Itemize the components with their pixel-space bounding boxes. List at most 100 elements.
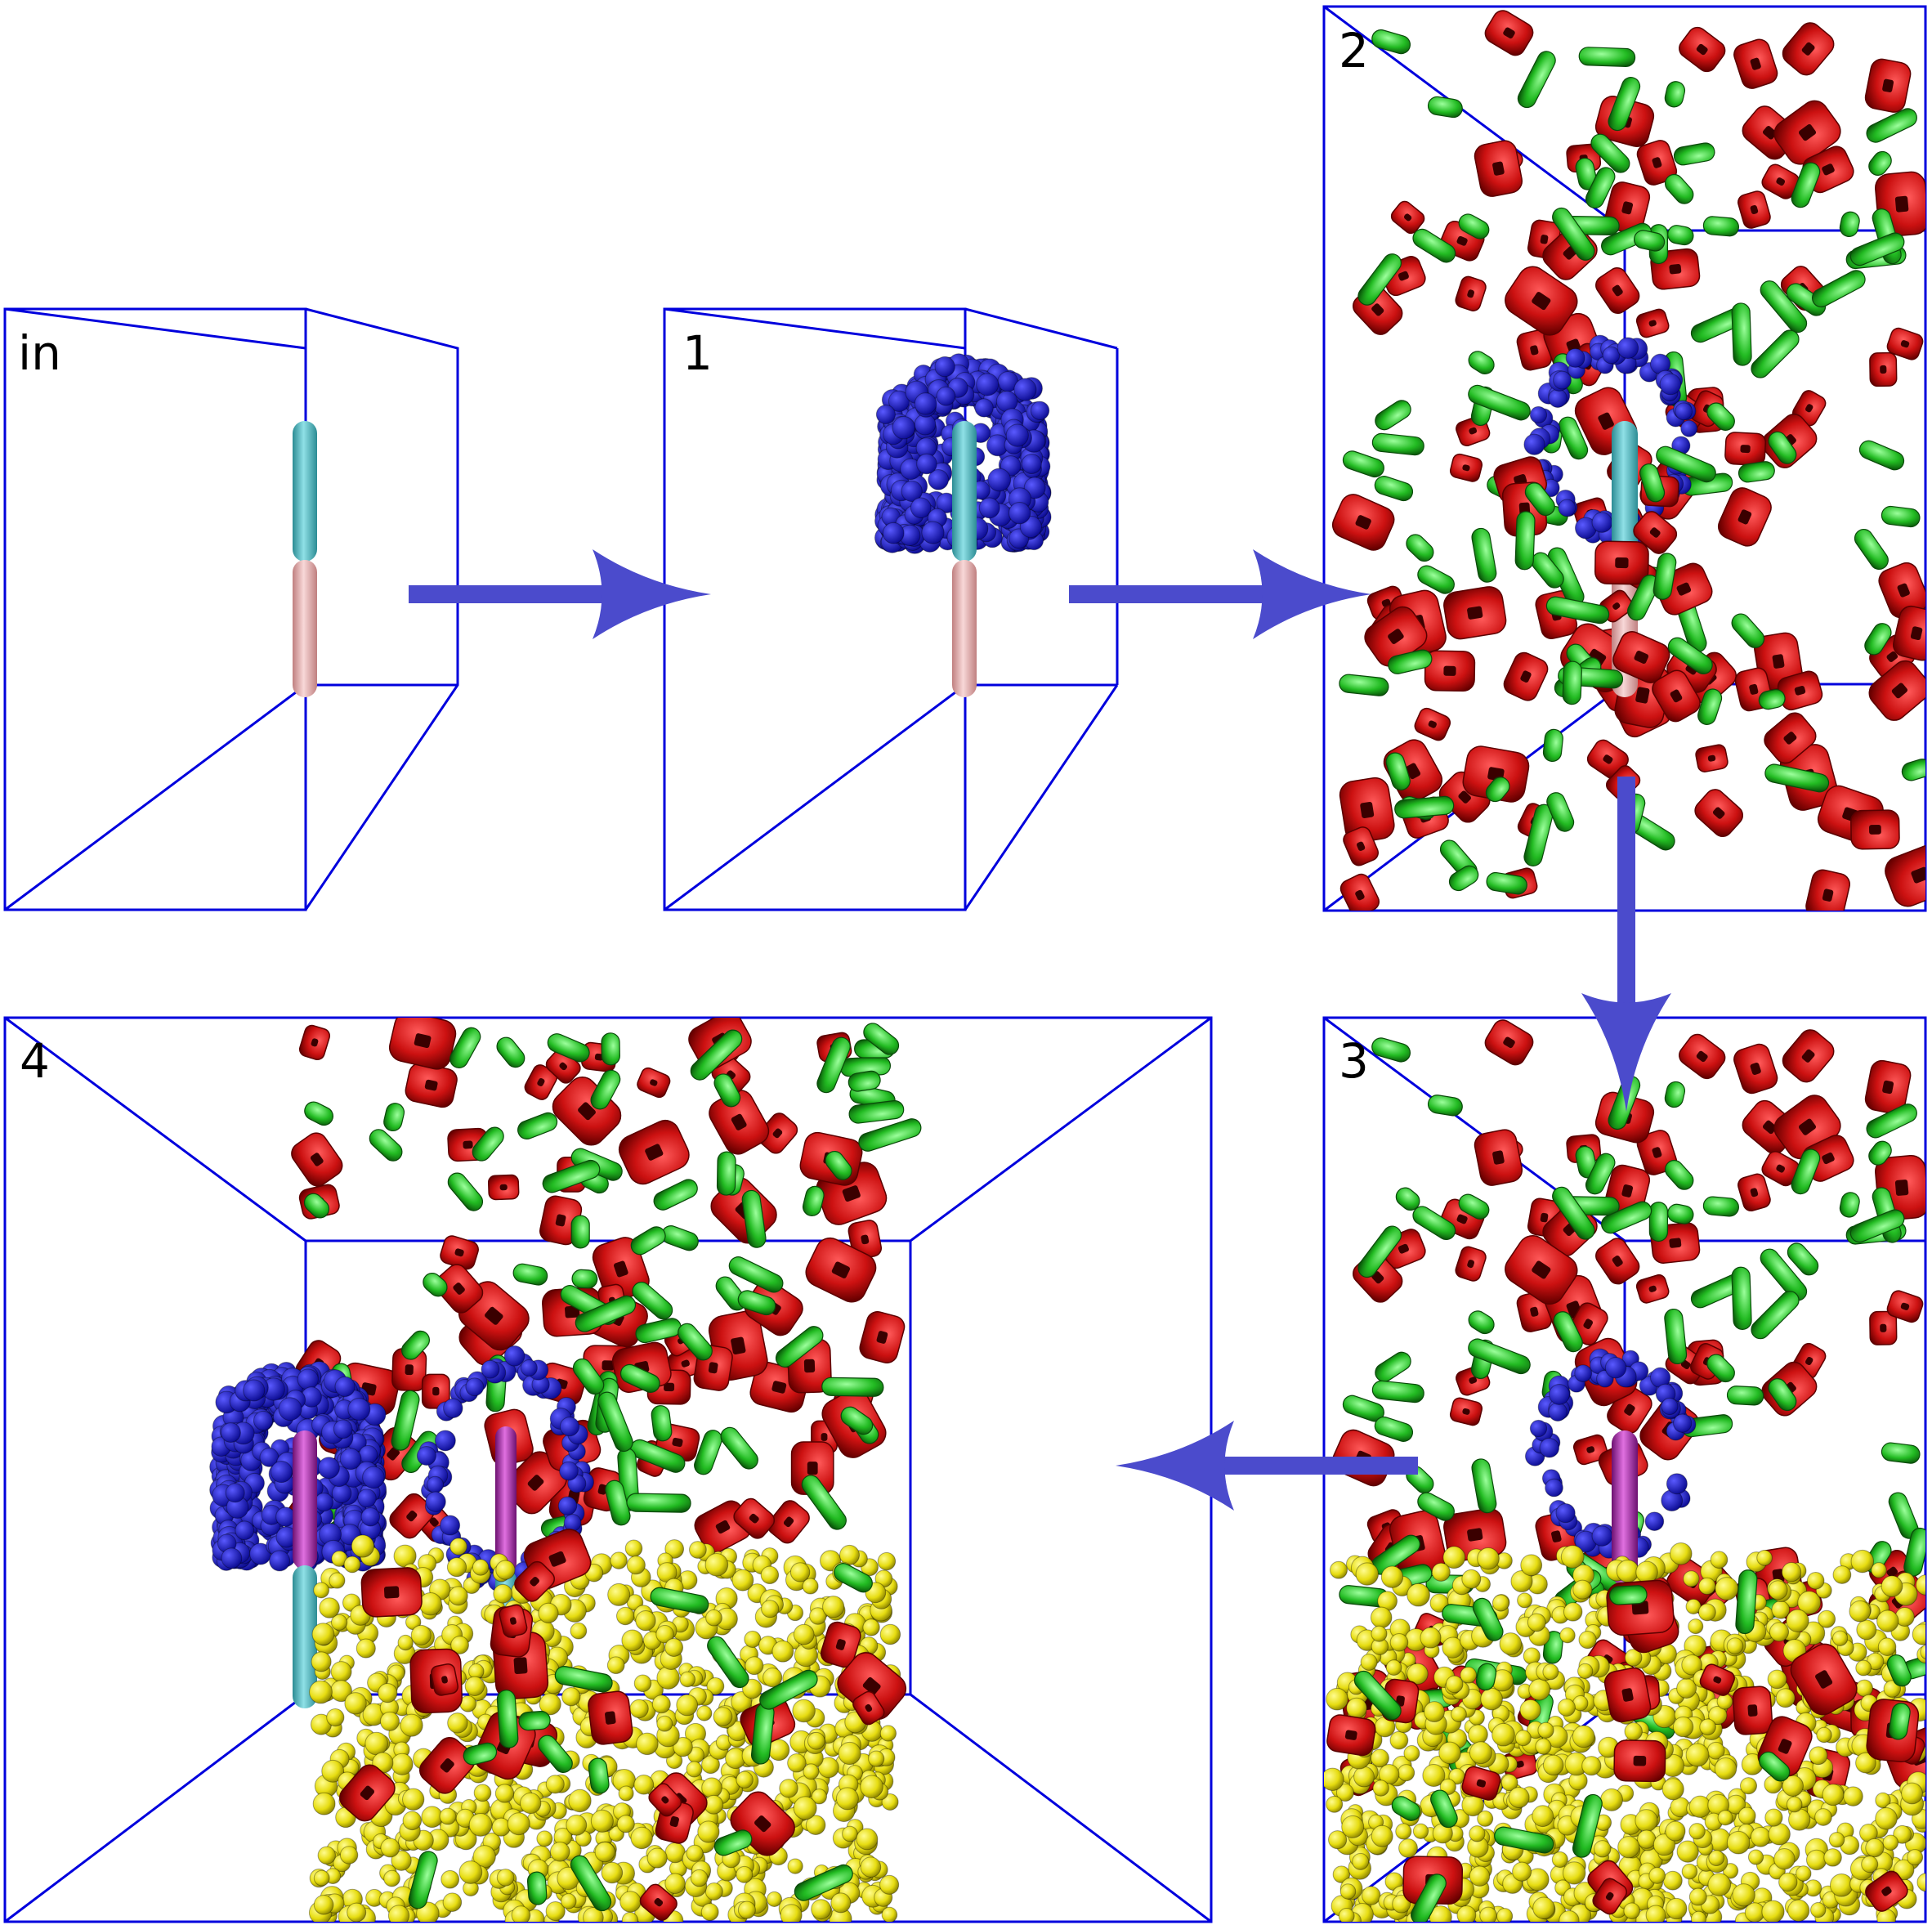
yellow-particle	[636, 1732, 659, 1756]
blue-bead	[465, 1377, 485, 1397]
yellow-particle	[664, 1873, 686, 1895]
yellow-particle	[1341, 1815, 1365, 1838]
blue-bead	[434, 1430, 456, 1452]
red-particle	[820, 1621, 861, 1668]
yellow-particle	[1424, 1701, 1445, 1723]
red-particle	[1449, 1397, 1483, 1426]
panel-2: 2	[1322, 5, 1927, 912]
yellow-particle	[713, 1707, 733, 1726]
yellow-particle	[351, 1534, 375, 1558]
yellow-particle	[1355, 1562, 1380, 1586]
red-particle	[1603, 1667, 1652, 1723]
blue-bead	[978, 497, 1000, 519]
red-particle	[1484, 10, 1534, 56]
yellow-particle	[1371, 1824, 1393, 1847]
green-particle	[1468, 1338, 1531, 1375]
green-particle	[1737, 461, 1775, 483]
blue-bead	[1644, 1511, 1665, 1532]
yellow-particle	[744, 1630, 762, 1648]
green-particle	[626, 1493, 691, 1513]
panel-label-2: 2	[1339, 23, 1369, 78]
yellow-particle	[1822, 1784, 1845, 1806]
blue-bead	[1673, 1413, 1693, 1433]
yellow-particle	[838, 1741, 861, 1766]
green-particle	[1517, 51, 1556, 109]
green-particle	[858, 1118, 922, 1152]
red-particle	[852, 1690, 885, 1726]
blue-bead	[481, 1359, 500, 1379]
yellow-particle	[1557, 1698, 1576, 1717]
yellow-particle	[1456, 1905, 1477, 1922]
yellow-particle	[1559, 1909, 1580, 1922]
green-particle	[369, 1129, 403, 1162]
yellow-particle	[1380, 1565, 1404, 1588]
yellow-particle	[1572, 1579, 1593, 1600]
red-particle	[487, 1174, 520, 1201]
green-particle	[1391, 1796, 1421, 1821]
green-particle	[694, 1430, 722, 1475]
yellow-particle	[1739, 1777, 1758, 1795]
red-particle	[434, 1264, 484, 1314]
yellow-particle	[1737, 1806, 1756, 1825]
blue-bead	[1591, 1525, 1613, 1547]
yellow-particle	[766, 1891, 783, 1907]
green-particle	[1485, 777, 1510, 803]
yellow-particle	[583, 1907, 604, 1922]
green-particle	[1664, 1081, 1686, 1108]
blue-bead	[339, 1448, 362, 1471]
green-particle	[1371, 432, 1424, 456]
yellow-particle	[1352, 1852, 1370, 1870]
rod-molecule	[952, 421, 977, 697]
green-particle	[1608, 1075, 1641, 1130]
yellow-particle	[664, 1539, 685, 1559]
green-particle	[1475, 1663, 1497, 1691]
green-particle	[463, 1742, 498, 1766]
red-particle	[1595, 1238, 1640, 1285]
yellow-particle	[881, 1906, 898, 1922]
yellow-particle	[760, 1565, 780, 1585]
green-particle	[1471, 1458, 1497, 1514]
green-particle	[1866, 108, 1917, 143]
yellow-particle	[1469, 1741, 1492, 1765]
yellow-particle	[655, 1624, 674, 1644]
green-particle	[601, 1032, 620, 1066]
green-particle	[1585, 167, 1616, 208]
red-particle	[430, 1663, 459, 1696]
green-particle	[1394, 795, 1455, 819]
yellow-particle	[805, 1815, 826, 1835]
green-particle	[716, 1151, 736, 1196]
panel-label-in: in	[18, 325, 61, 381]
green-particle	[1839, 1192, 1860, 1218]
yellow-particle	[1829, 1873, 1854, 1897]
red-particle	[1679, 26, 1726, 73]
green-particle	[526, 1871, 548, 1905]
green-particle	[1371, 1037, 1411, 1063]
yellow-particle	[1683, 1570, 1700, 1587]
yellow-particle	[879, 1725, 897, 1742]
red-particle	[1782, 1029, 1835, 1083]
yellow-particle	[491, 1817, 511, 1837]
red-particle	[1449, 453, 1483, 482]
yellow-particle	[802, 1578, 819, 1595]
green-particle	[1627, 574, 1660, 621]
yellow-particle	[402, 1811, 423, 1831]
green-particle	[661, 1225, 699, 1251]
yellow-particle	[568, 1788, 592, 1813]
yellow-particle	[621, 1912, 639, 1922]
yellow-particle	[468, 1812, 493, 1837]
red-particle	[514, 1560, 556, 1602]
yellow-particle	[1715, 1577, 1739, 1600]
green-particle	[1868, 150, 1892, 176]
green-particle	[651, 1405, 673, 1442]
yellow-particle	[1768, 1580, 1788, 1600]
blue-bead	[914, 392, 937, 415]
yellow-particle	[1831, 1630, 1849, 1646]
red-particle	[1652, 669, 1701, 723]
foreground-particles	[339, 1529, 907, 1921]
blue-bead	[1602, 346, 1621, 365]
green-particle	[847, 1070, 881, 1092]
yellow-particle	[441, 1869, 460, 1889]
green-particle	[1881, 505, 1921, 528]
yellow-particle	[615, 1606, 635, 1626]
yellow-particle	[1907, 1849, 1924, 1866]
